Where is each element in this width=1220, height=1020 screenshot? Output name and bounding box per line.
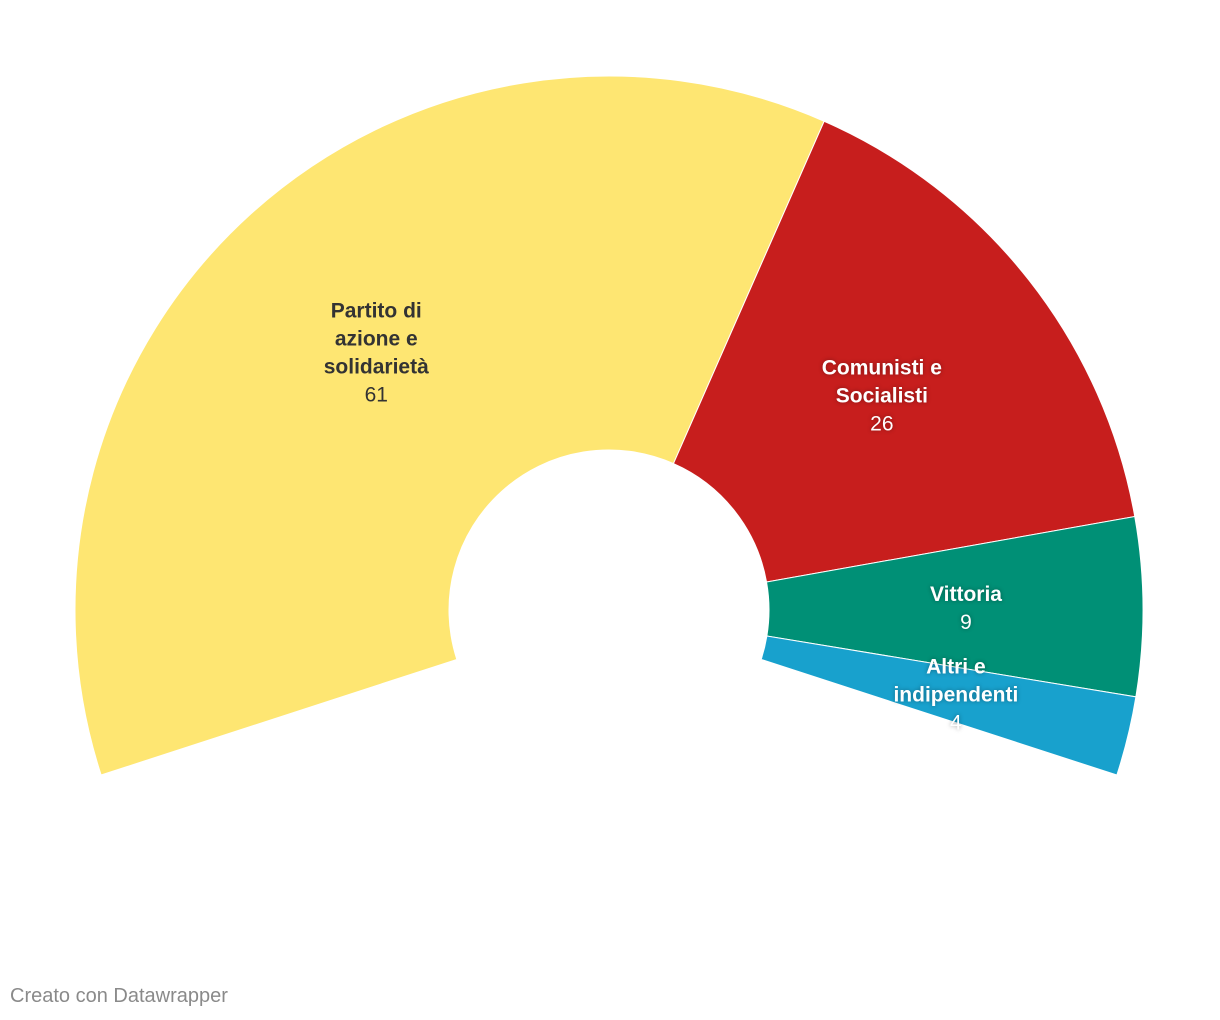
footer-credit[interactable]: Creato con Datawrapper <box>10 985 228 1007</box>
half-donut-chart: Partito di azione e solidarietà 61 Comunisti… <box>74 75 1144 776</box>
slice-label-1-line-1: Partito di <box>331 300 422 323</box>
chart-labels: Partito di azione e solidarietà 61 Comunisti… <box>324 300 1019 735</box>
slice-label-3-line-1: Vittoria <box>930 583 1002 606</box>
slice-value-3: 9 <box>960 611 972 634</box>
slice-label-2-line-2: Socialisti <box>836 385 928 408</box>
slice-4[interactable] <box>760 635 1137 776</box>
slice-label-4-line-1: Altri e <box>926 655 986 678</box>
slice-value-4: 4 <box>950 711 962 734</box>
slice-1[interactable] <box>74 75 825 776</box>
slice-label-4-line-2: indipendenti <box>893 683 1018 706</box>
slice-2[interactable] <box>672 120 1136 583</box>
chart-slices <box>74 75 1144 776</box>
slice-value-1: 61 <box>365 384 388 407</box>
slice-label-1-line-2: azione e <box>335 328 418 351</box>
slice-label-1-line-3: solidarietà <box>324 356 429 379</box>
slice-label-2-line-1: Comunisti e <box>822 357 942 380</box>
slice-value-2: 26 <box>870 413 893 436</box>
